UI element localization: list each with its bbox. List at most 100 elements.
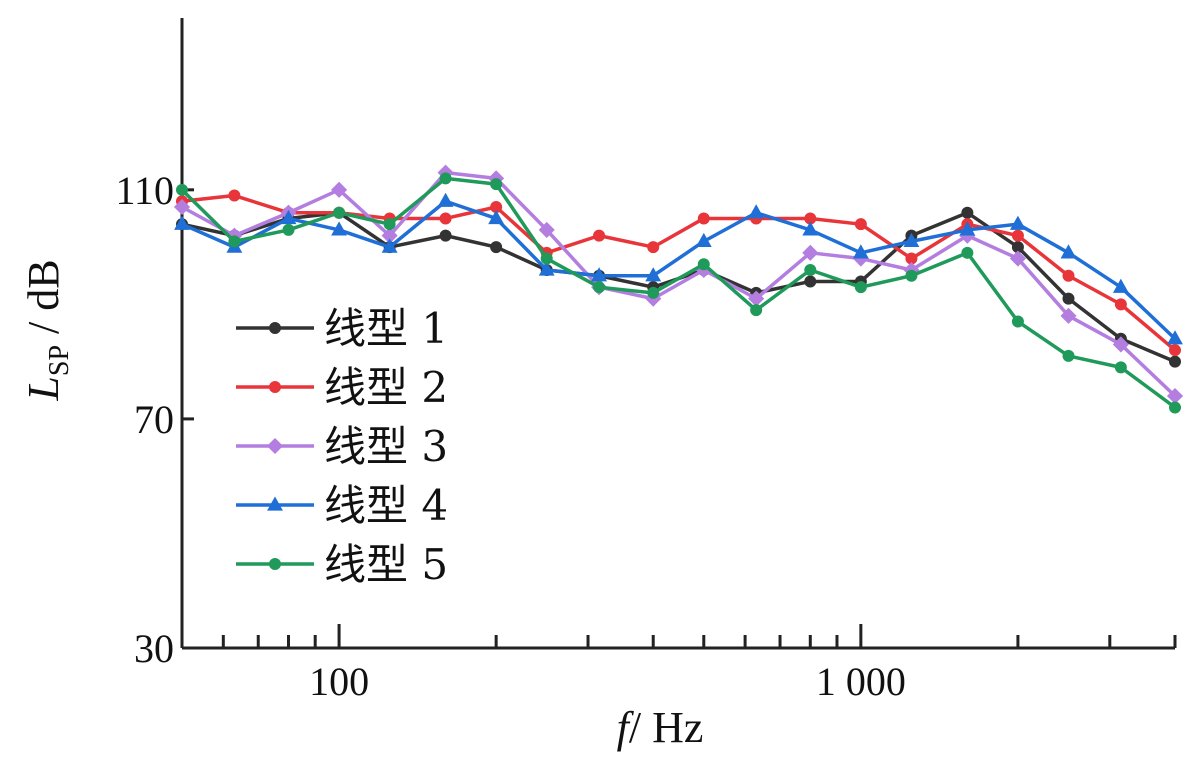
data-point-diamond	[331, 181, 348, 198]
data-point-circle	[490, 178, 503, 191]
data-point-circle	[1169, 401, 1181, 414]
legend-label: 线型 3	[324, 422, 448, 471]
x-ticks	[221, 624, 1177, 648]
x-axis-title-unit: / Hz	[629, 703, 704, 752]
series-4	[174, 192, 1183, 345]
data-point-circle	[647, 286, 660, 299]
data-point-triangle	[959, 221, 976, 236]
y-tick-label: 110	[115, 168, 174, 213]
data-point-triangle	[1009, 215, 1026, 230]
series-line	[180, 176, 1177, 409]
legend-item: 线型 5	[236, 540, 448, 589]
data-point-circle	[1114, 361, 1127, 374]
data-point-circle	[176, 183, 188, 196]
data-point-triangle	[748, 204, 765, 219]
data-point-triangle	[280, 209, 297, 225]
y-axis-title-unit: / dB	[19, 259, 68, 345]
data-point-triangle	[331, 221, 348, 236]
legend-item: 线型 1	[236, 304, 448, 353]
legend: 线型 1 线型 2 线型 3 线型 4 线型 5	[236, 304, 448, 589]
data-point-circle	[905, 269, 918, 282]
data-point-circle	[383, 218, 396, 231]
data-point-triangle	[1112, 278, 1129, 293]
data-point-circle	[1011, 315, 1024, 328]
data-point-triangle	[538, 261, 555, 276]
y-axis-title: LSP / dB	[19, 259, 75, 401]
data-point-circle	[1169, 355, 1181, 368]
data-point-circle	[490, 241, 503, 254]
data-point-circle	[439, 172, 452, 185]
data-point-circle	[647, 241, 660, 254]
data-point-circle	[269, 381, 281, 393]
data-point-circle	[1062, 269, 1075, 282]
y-tick-label: 70	[134, 397, 174, 442]
data-point-diamond	[1009, 250, 1026, 267]
data-point-triangle	[591, 267, 608, 282]
legend-item: 线型 4	[236, 481, 448, 530]
y-axis-title-sub: SP	[44, 345, 75, 376]
legend-label: 线型 1	[324, 304, 448, 353]
data-point-circle	[697, 212, 710, 225]
data-point-circle	[269, 322, 281, 334]
data-point-circle	[1062, 292, 1075, 305]
data-point-circle	[593, 229, 606, 242]
legend-label: 线型 2	[324, 363, 448, 412]
data-point-circle	[1169, 344, 1181, 357]
legend-label: 线型 5	[324, 540, 448, 589]
series-layer	[173, 164, 1184, 414]
data-point-circle	[750, 304, 763, 317]
data-point-circle	[961, 246, 974, 259]
data-point-circle	[1062, 349, 1075, 362]
data-point-circle	[282, 223, 295, 236]
data-point-triangle	[267, 496, 283, 511]
data-point-diamond	[802, 244, 819, 261]
y-tick-labels: 110 70 30	[115, 168, 194, 671]
data-point-circle	[697, 258, 710, 271]
data-point-diamond	[173, 198, 191, 216]
data-point-triangle	[695, 232, 712, 248]
data-point-circle	[854, 281, 867, 294]
data-point-circle	[593, 281, 606, 294]
data-point-triangle	[802, 221, 819, 236]
x-axis-title: f/ Hz	[617, 703, 704, 752]
data-point-diamond	[266, 437, 284, 455]
data-point-circle	[269, 558, 281, 570]
series-5	[176, 172, 1181, 414]
legend-label: 线型 4	[324, 481, 448, 530]
data-point-triangle	[852, 244, 869, 259]
data-point-circle	[540, 252, 553, 265]
data-point-triangle	[1060, 244, 1077, 259]
data-point-triangle	[437, 192, 454, 207]
x-tick-labels: 100 1 000	[309, 659, 906, 704]
data-point-circle	[804, 264, 817, 276]
data-point-circle	[1011, 229, 1024, 242]
series-line	[181, 170, 1177, 398]
data-point-circle	[333, 206, 346, 219]
data-point-circle	[439, 212, 452, 225]
y-axis-title-var: L	[19, 376, 68, 401]
data-point-diamond	[538, 221, 555, 238]
data-point-circle	[961, 206, 974, 219]
y-tick-label: 30	[134, 626, 174, 671]
data-point-circle	[854, 218, 867, 231]
legend-item: 线型 2	[236, 363, 448, 412]
data-point-circle	[439, 229, 452, 242]
data-point-triangle	[381, 238, 398, 253]
data-point-circle	[228, 235, 241, 248]
data-point-circle	[228, 189, 241, 202]
data-point-triangle	[1167, 330, 1183, 345]
legend-item: 线型 3	[236, 422, 448, 471]
x-tick-label: 100	[309, 659, 369, 704]
data-point-circle	[804, 275, 817, 288]
data-point-triangle	[174, 215, 190, 230]
series-line	[181, 199, 1177, 340]
data-point-triangle	[903, 232, 920, 248]
data-point-triangle	[488, 209, 505, 225]
x-tick-label: 1 000	[816, 659, 906, 704]
data-point-diamond	[1112, 336, 1129, 353]
axes	[180, 18, 1175, 650]
data-point-circle	[1114, 298, 1127, 311]
data-point-triangle	[645, 267, 662, 282]
data-point-diamond	[1060, 307, 1077, 324]
